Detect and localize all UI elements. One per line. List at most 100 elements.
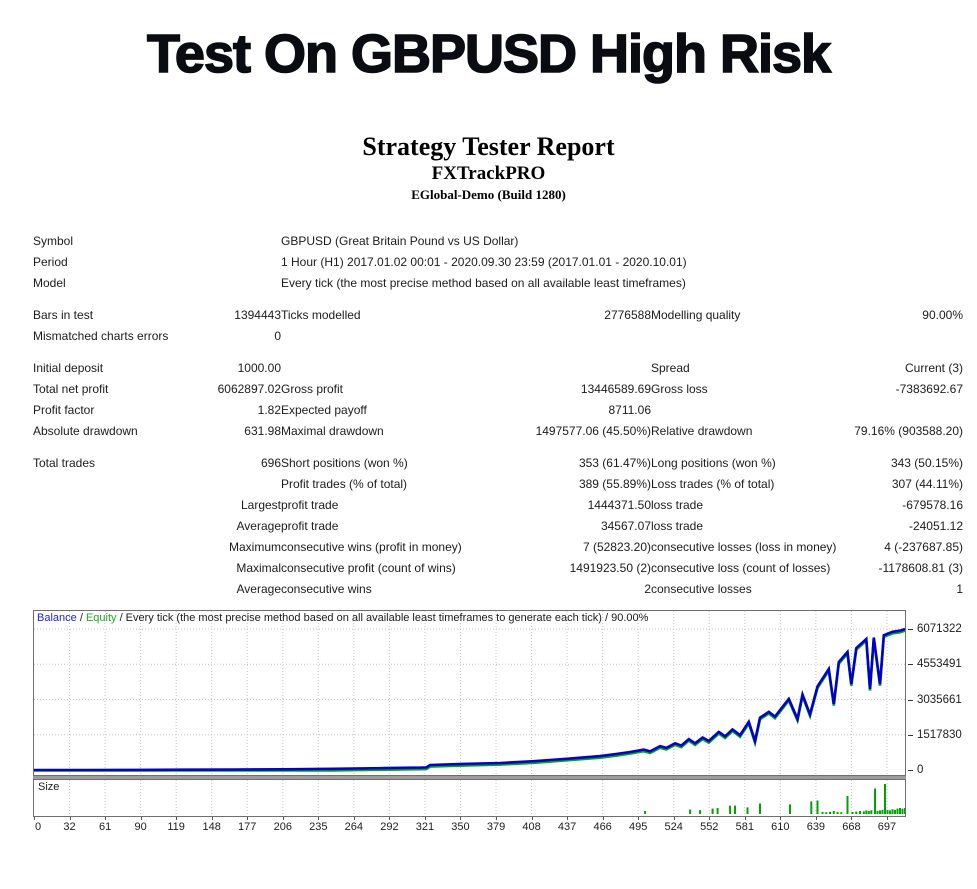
x-axis-label: 639: [806, 821, 826, 833]
report-row: Largest profit trade 1444371.50 loss trade -…: [33, 494, 963, 515]
report-value: 343 (50.15%): [890, 455, 963, 470]
size-bar: [729, 805, 732, 814]
report-label: Model: [33, 275, 66, 290]
report-value: 1491923.50 (2): [569, 560, 651, 575]
balance-chart: Balance / Equity / Every tick (the most …: [33, 610, 973, 836]
size-bar: [889, 810, 891, 814]
x-axis-label: 524: [664, 821, 683, 833]
size-bar: [899, 808, 901, 814]
report-row: Initial deposit 1000.00 Spread Current (3): [33, 357, 963, 378]
report-row: Average consecutive wins 2 consecutive loss…: [33, 578, 963, 599]
report-label: Short positions (won %): [281, 455, 408, 470]
x-axis-label: 697: [877, 821, 897, 833]
size-bar: [789, 804, 791, 814]
size-bar: [879, 810, 881, 814]
x-axis-label: 0: [35, 821, 42, 833]
x-axis-label: 668: [842, 821, 861, 833]
x-axis-tick: [140, 817, 142, 820]
report-label: GBPUSD (Great Britain Pound vs US Dollar…: [281, 233, 519, 248]
report-table: Symbol GBPUSD (Great Britain Pound vs US …: [0, 230, 977, 599]
x-axis-label: 90: [134, 821, 147, 833]
size-bar: [870, 810, 873, 814]
report-value: [851, 399, 963, 420]
report-row: Period 1 Hour (H1) 2017.01.02 00:01 - 202…: [33, 251, 963, 272]
x-axis-label: 264: [344, 821, 364, 833]
x-axis-tick: [886, 817, 888, 820]
report-value: 307 (44.11%): [891, 476, 963, 491]
size-bar: [825, 812, 828, 814]
x-axis-tick: [318, 817, 320, 820]
legend-model-text: / Every tick (the most precise method ba…: [116, 612, 649, 624]
report-value: 1394443: [234, 307, 281, 322]
report-value: [511, 357, 651, 378]
report-value: [193, 473, 281, 494]
report-value: 1444371.50: [587, 497, 651, 512]
report-value: [511, 325, 651, 346]
size-bar: [759, 803, 761, 814]
report-value: 1: [956, 581, 963, 596]
page-title: Test On GBPUSD High Risk: [146, 23, 832, 85]
report-section: Total trades 696 Short positions (won %) 35…: [33, 452, 963, 599]
report-label: Modelling quality: [651, 307, 741, 322]
x-axis-label: 437: [557, 821, 577, 833]
size-bar: [859, 811, 861, 814]
size-bars-svg: [69, 780, 905, 816]
report-value: Current (3): [904, 360, 963, 375]
y-axis-label: 0: [917, 764, 924, 776]
size-bar: [862, 811, 865, 814]
x-axis-label: 32: [63, 821, 76, 833]
report-label: consecutive losses (loss in money): [651, 539, 837, 554]
report-row: Profit factor 1.82 Expected payoff 8711.06: [33, 399, 963, 420]
x-axis-label: 235: [309, 821, 328, 833]
report-value: [851, 325, 963, 346]
x-axis-tick: [389, 817, 391, 820]
report-label: Initial deposit: [33, 360, 104, 375]
y-axis-tick: [908, 699, 913, 701]
x-axis-tick: [424, 817, 426, 820]
x-axis-tick: [567, 817, 569, 820]
x-axis-labels: 0 32 61 90 119 148 177 206 235 264 292 321 350 379 408…: [33, 817, 906, 835]
x-axis-label: 552: [700, 821, 719, 833]
report-row: Symbol GBPUSD (Great Britain Pound vs US …: [33, 230, 963, 251]
size-bar: [816, 800, 819, 814]
size-bar: [734, 805, 736, 814]
x-axis-tick: [282, 817, 284, 820]
report-section: Initial deposit 1000.00 Spread Current (3) T…: [33, 357, 963, 441]
size-bar: [876, 811, 879, 814]
size-bar: [855, 811, 858, 814]
y-axis-label: 1517830: [917, 728, 962, 741]
report-label: Profit factor: [33, 402, 95, 417]
legend-separator: /: [76, 612, 86, 624]
report-value: Average: [236, 518, 281, 533]
size-bar: [716, 808, 719, 814]
report-row: Average profit trade 34567.07 loss trade -24…: [33, 515, 963, 536]
report-label: Total net profit: [33, 381, 109, 396]
report-label: Ticks modelled: [281, 307, 361, 322]
report-value: Average: [236, 581, 281, 596]
size-bar: [821, 811, 824, 814]
x-axis-label: 379: [486, 821, 506, 833]
report-value: 1000.00: [237, 360, 281, 375]
report-label: Loss trades (% of total): [651, 476, 775, 491]
x-axis-label: 206: [273, 821, 292, 833]
x-axis-tick: [496, 817, 498, 820]
size-panel: Size: [33, 779, 906, 817]
report-label: Maximal drawdown: [281, 423, 384, 438]
report-value: -1178608.81 (3): [878, 560, 963, 575]
report-label: Period: [33, 254, 68, 269]
x-axis-label: 148: [202, 821, 221, 833]
x-axis-label: 581: [735, 821, 754, 833]
report-value: 631.98: [244, 423, 281, 438]
report-value: 34567.07: [600, 518, 651, 533]
report-row: Bars in test 1394443 Ticks modelled 2776588…: [33, 304, 963, 325]
report-label: Expected payoff: [281, 402, 367, 417]
report-value: 389 (55.89%): [578, 476, 651, 491]
size-bar: [904, 808, 905, 814]
x-axis-tick: [105, 817, 107, 820]
x-axis-label: 408: [522, 821, 541, 833]
size-bar: [851, 811, 854, 814]
chart-legend: Balance / Equity / Every tick (the most …: [37, 612, 648, 624]
report-label: [651, 325, 851, 346]
x-axis-label: 177: [238, 821, 257, 833]
report-section: Bars in test 1394443 Ticks modelled 2776588…: [33, 304, 963, 346]
